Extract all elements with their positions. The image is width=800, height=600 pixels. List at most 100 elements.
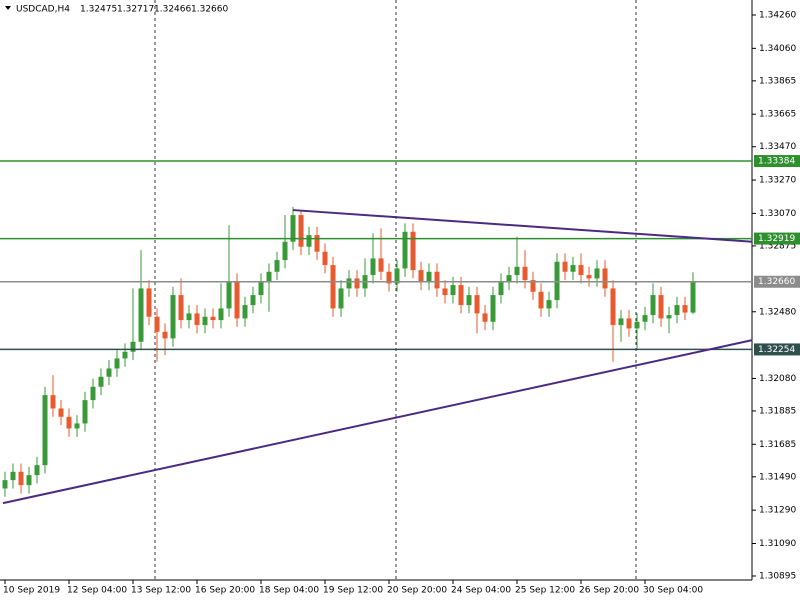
candle-body	[394, 268, 400, 284]
candle-body	[626, 318, 632, 329]
level-label-box	[754, 275, 800, 288]
candle-body	[26, 475, 32, 486]
y-tick-label: 1.30895	[759, 571, 796, 581]
candle-body	[410, 231, 416, 271]
candle-body	[378, 258, 384, 272]
candle-body	[98, 376, 104, 387]
ohlc-close: 1.32660	[191, 5, 228, 15]
y-tick-label: 1.32080	[759, 374, 796, 384]
candle-body	[306, 235, 312, 247]
candle-body	[642, 315, 648, 322]
menu-arrow[interactable]	[5, 6, 11, 10]
candle-body	[618, 318, 624, 326]
level-label-box	[754, 232, 800, 245]
candle-body	[346, 278, 352, 289]
ohlc-open: 1.32475	[80, 5, 117, 15]
candle-body	[34, 465, 40, 476]
candle-body	[258, 281, 264, 296]
candle-body	[506, 275, 512, 282]
candle-body	[402, 231, 408, 269]
candle-body	[586, 275, 592, 279]
candle-body	[194, 313, 200, 326]
candle-body	[666, 315, 672, 319]
candle-body	[218, 308, 224, 321]
candle-body	[434, 271, 440, 289]
y-tick-label: 1.34060	[759, 44, 796, 54]
candle-body	[18, 471, 24, 486]
candle-body	[442, 288, 448, 296]
candle-body	[690, 281, 696, 313]
level-label: 1.32660	[758, 277, 795, 287]
candle-body	[682, 305, 688, 313]
candle-body	[154, 316, 160, 332]
candle-body	[658, 295, 664, 319]
candle-body	[330, 265, 336, 309]
candle-body	[530, 280, 536, 292]
candle-body	[234, 281, 240, 319]
y-tick-label: 1.33470	[759, 142, 796, 152]
x-tick-label: 24 Sep 04:00	[451, 586, 511, 596]
candle-body	[162, 331, 168, 339]
y-tick-label: 1.33270	[759, 176, 796, 186]
y-tick-label: 1.31290	[759, 506, 796, 516]
candle-body	[674, 305, 680, 316]
symbol: USDCAD,H4	[16, 5, 70, 15]
candle-body	[202, 316, 208, 326]
x-tick-label: 26 Sep 20:00	[579, 586, 639, 596]
candle-body	[650, 295, 656, 316]
candle-body	[314, 235, 320, 252]
candle-body	[490, 295, 496, 322]
candle-body	[66, 416, 72, 429]
candle-body	[210, 316, 216, 321]
candle-body	[634, 321, 640, 329]
candle-body	[58, 408, 64, 417]
trendline	[292, 209, 753, 243]
candle-body	[498, 281, 504, 296]
candle-body	[90, 386, 96, 401]
candle-body	[74, 423, 80, 429]
candle-body	[522, 266, 528, 281]
y-tick-label: 1.31685	[759, 440, 796, 450]
candle-body	[170, 295, 176, 339]
candle-body	[594, 268, 600, 279]
level-label: 1.32254	[758, 345, 795, 355]
candle-body	[290, 215, 296, 242]
level-label: 1.33384	[758, 157, 795, 167]
trendline	[2, 339, 753, 505]
level-label: 1.32919	[758, 234, 795, 244]
x-tick-label: 25 Sep 12:00	[515, 586, 575, 596]
candle-body	[426, 271, 432, 282]
x-tick-label: 20 Sep 20:00	[387, 586, 447, 596]
y-tick-label: 1.32480	[759, 307, 796, 317]
candle-body	[178, 295, 184, 321]
y-tick-label: 1.34260	[759, 11, 796, 21]
candle-body	[114, 358, 120, 369]
candle-body	[282, 241, 288, 261]
y-tick-label: 1.31885	[759, 406, 796, 416]
candle-body	[554, 261, 560, 301]
x-tick-label: 30 Sep 04:00	[643, 586, 703, 596]
candle-body	[138, 288, 144, 342]
candle-body	[570, 265, 576, 272]
x-tick-label: 19 Sep 12:00	[323, 586, 383, 596]
x-tick-label: 12 Sep 04:00	[67, 586, 127, 596]
y-tick-label: 1.32875	[759, 241, 796, 251]
y-tick-label: 1.33865	[759, 76, 796, 86]
candle-body	[106, 368, 112, 377]
candle-body	[538, 291, 544, 309]
candle-body	[610, 288, 616, 326]
candle-body	[418, 270, 424, 282]
candle-body	[562, 261, 568, 272]
x-tick-label: 13 Sep 12:00	[131, 586, 191, 596]
candle-body	[474, 295, 480, 314]
x-tick-label: 10 Sep 2019	[3, 586, 60, 596]
candle-body	[370, 258, 376, 276]
candle-body	[42, 395, 48, 466]
y-tick-label: 1.31490	[759, 472, 796, 482]
y-tick-label: 1.31090	[759, 539, 796, 549]
candle-body	[226, 281, 232, 309]
ohlc-high: 1.32717	[117, 5, 154, 15]
candle-body	[2, 480, 8, 489]
candle-body	[514, 266, 520, 276]
